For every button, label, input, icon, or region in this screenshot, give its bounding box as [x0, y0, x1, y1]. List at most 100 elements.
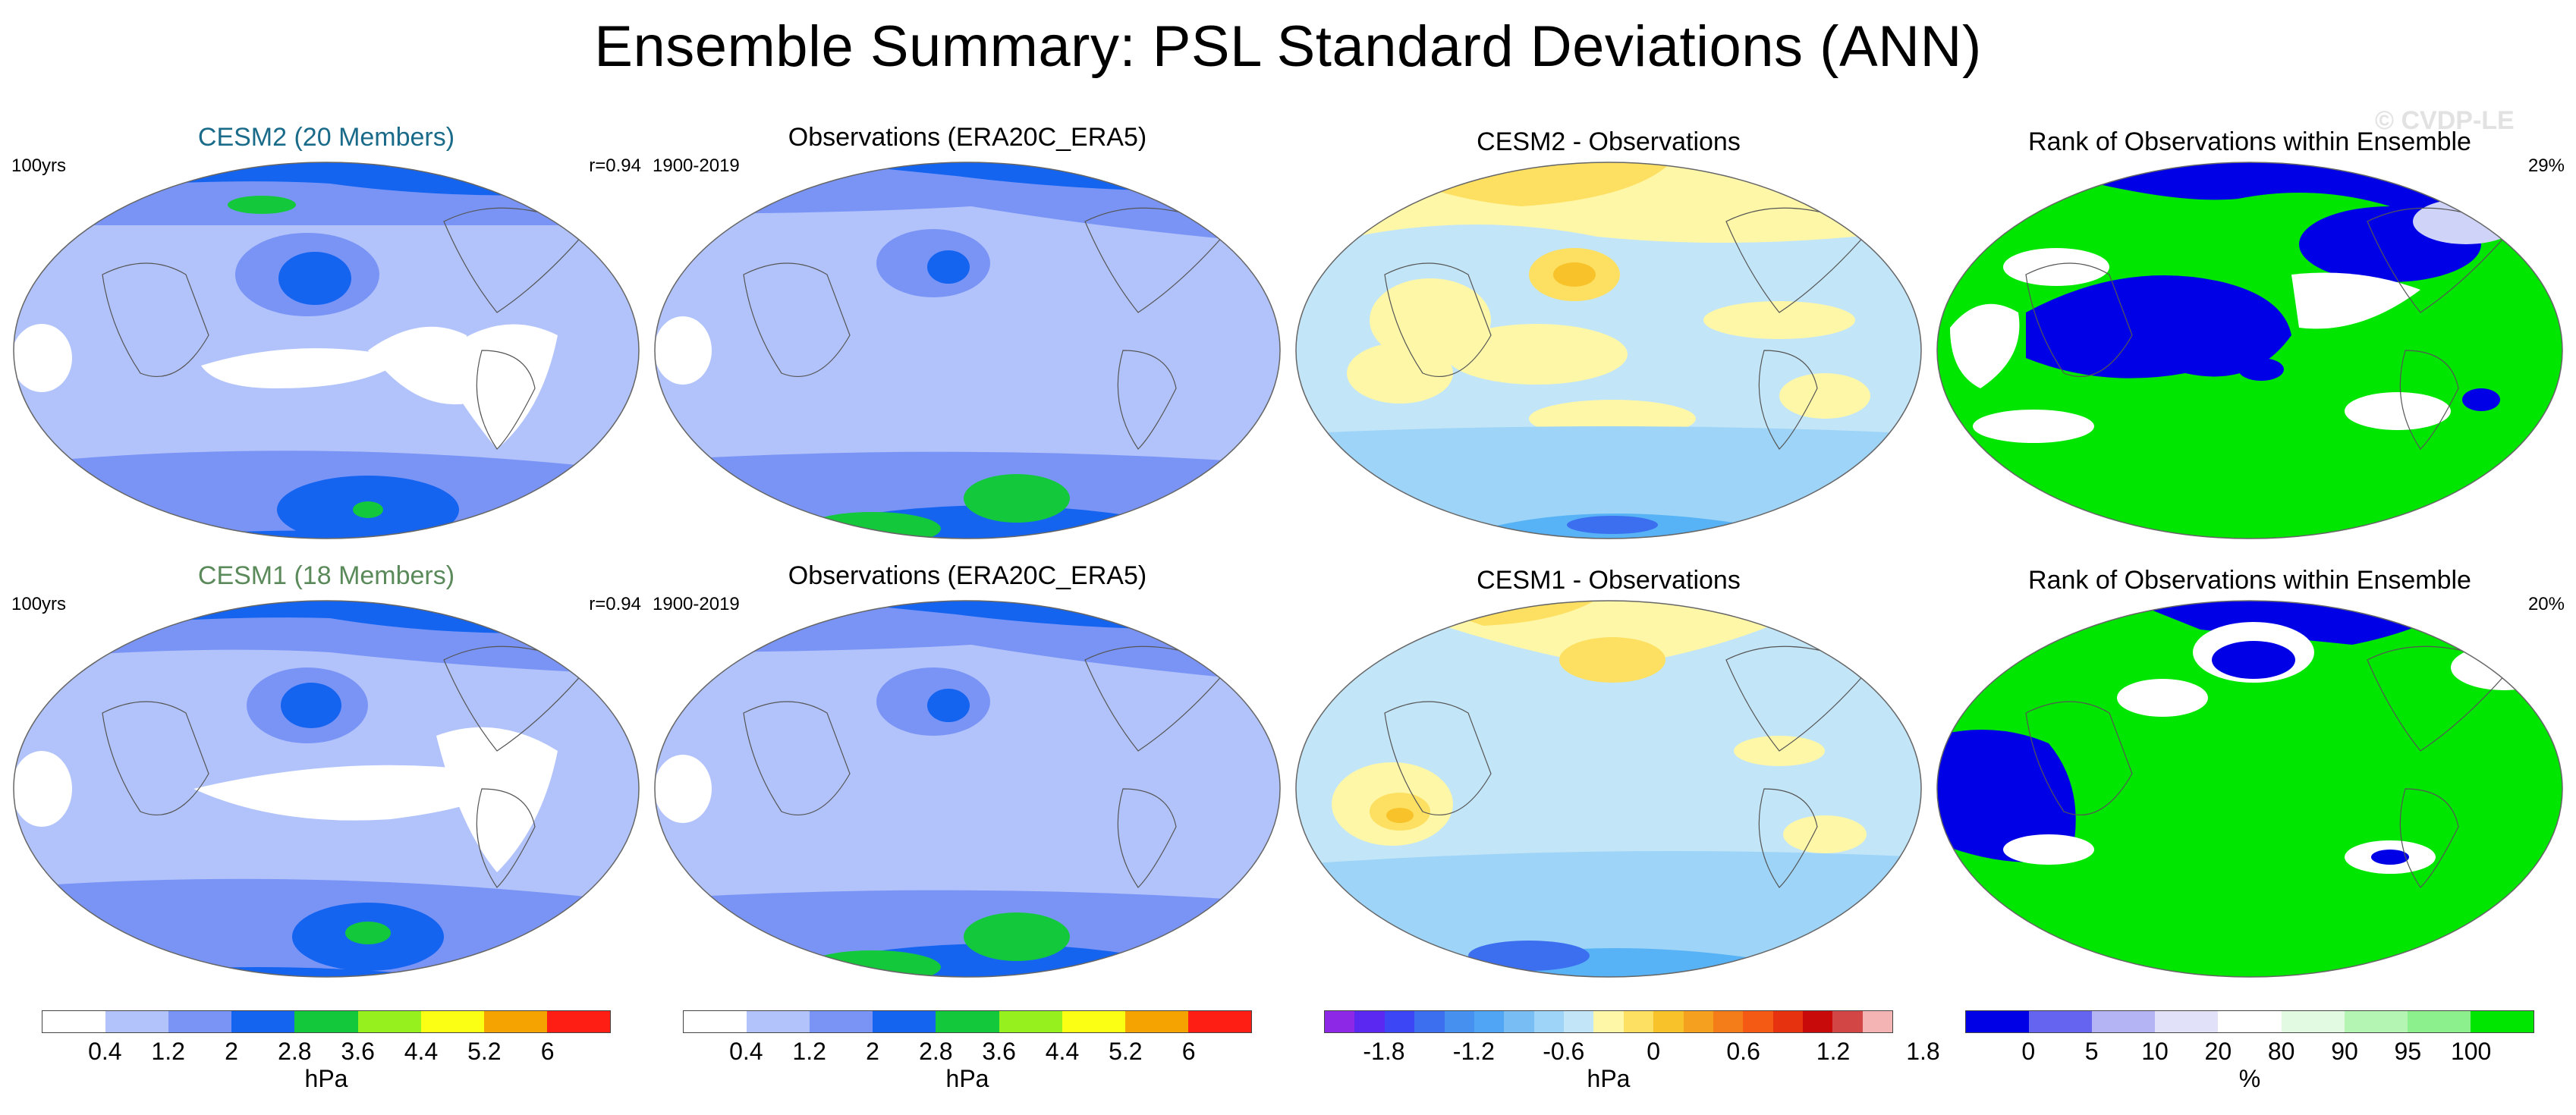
colorbar-segment: [357, 1011, 421, 1032]
colorbar-unit: %: [2238, 1065, 2261, 1092]
colorbar-segment: [2407, 1011, 2471, 1032]
watermark: © CVDP-LE: [2375, 106, 2515, 135]
colorbar-tick-label: 0: [1647, 1038, 1661, 1065]
colorbar-tick-label: 20: [2204, 1038, 2232, 1065]
colorbar-segment: [1062, 1011, 1125, 1032]
colorbar-unit: hPa: [304, 1065, 348, 1092]
colorbar-segment: [999, 1011, 1062, 1032]
colorbar-segment: [1713, 1011, 1744, 1032]
panel-title: CESM1 - Observations: [1477, 566, 1741, 595]
colorbar-tick-label: 4.4: [404, 1038, 439, 1065]
colorbar-segment: [1862, 1011, 1893, 1032]
colorbar-segment: [747, 1011, 810, 1032]
sd-map-observations: [654, 600, 1281, 978]
colorbar-tick-label: -1.8: [1363, 1038, 1405, 1065]
colorbar-segment: [294, 1011, 358, 1032]
colorbar-tick-label: 2.8: [278, 1038, 312, 1065]
colorbar-tick-label: 1.2: [1816, 1038, 1851, 1065]
colorbar-segment: [1504, 1011, 1534, 1032]
colorbar-segment: [873, 1011, 936, 1032]
colorbar-strip: [683, 1010, 1252, 1033]
rank-map: [1936, 162, 2563, 539]
colorbar-tick-label: 2.8: [919, 1038, 953, 1065]
colorbar-tick-label: -1.2: [1452, 1038, 1495, 1065]
colorbar-segment: [483, 1011, 547, 1032]
rank-map: [1936, 600, 2563, 978]
colorbar-segment: [1187, 1011, 1251, 1032]
panel-observations-row1: Observations (ERA20C_ERA5) 1900-2019: [653, 121, 1282, 554]
colorbar-segment: [1325, 1011, 1355, 1032]
colorbar-strip: [1965, 1010, 2534, 1033]
colorbar-sd-model: hPa 0.4 1.2 2 2.8 3.6 4.4 5.2 6: [42, 1009, 611, 1115]
sd-map-model: [13, 162, 640, 539]
colorbar-tick-label: 2: [225, 1038, 238, 1065]
colorbar-strip: [42, 1010, 611, 1033]
colorbar-segment: [2155, 1011, 2219, 1032]
colorbar-unit: hPa: [1587, 1065, 1631, 1092]
colorbar-segment: [1593, 1011, 1624, 1032]
colorbar-segment: [1564, 1011, 1594, 1032]
figure-title: Ensemble Summary: PSL Standard Deviation…: [594, 14, 1982, 79]
colorbar-tick-label: 5.2: [1109, 1038, 1143, 1065]
colorbar-tick-label: 0.6: [1726, 1038, 1760, 1065]
colorbar-tick-label: 100: [2450, 1038, 2492, 1065]
panel-title: Rank of Observations within Ensemble: [2028, 127, 2471, 156]
colorbar-segment: [1803, 1011, 1833, 1032]
colorbar-tick-label: 1.8: [1906, 1038, 1940, 1065]
colorbar-segment: [1832, 1011, 1863, 1032]
colorbar-tick-label: 0.4: [729, 1038, 763, 1065]
colorbar-segment: [936, 1011, 999, 1032]
colorbar-segment: [810, 1011, 873, 1032]
sd-map-model: [13, 600, 640, 978]
colorbar-segment: [1653, 1011, 1684, 1032]
colorbar-segment: [105, 1011, 169, 1032]
panel-title: CESM1 (18 Members): [197, 561, 455, 590]
colorbar-segment: [1124, 1011, 1188, 1032]
colorbar-tick-label: 10: [2141, 1038, 2169, 1065]
colorbar-tick-label: 5: [2084, 1038, 2099, 1065]
colorbar-segment: [1966, 1011, 2030, 1032]
panel-title: CESM2 (20 Members): [197, 123, 455, 152]
colorbar-tick-label: 0: [2021, 1038, 2036, 1065]
colorbar-segment: [1444, 1011, 1474, 1032]
colorbar-segment: [1414, 1011, 1445, 1032]
colorbar-difference: hPa -1.8 -1.2 -0.6 0 0.6 1.2 1.8: [1324, 1009, 1940, 1115]
colorbar-unit: hPa: [945, 1065, 989, 1092]
difference-map: [1295, 162, 1922, 539]
pattern-correlation-label: r=0.94: [589, 155, 641, 176]
colorbar-segment: [1533, 1011, 1564, 1032]
panel-observations-row2: Observations (ERA20C_ERA5) 1900-2019: [653, 560, 1282, 992]
colorbar-segment: [420, 1011, 484, 1032]
rank-percentage-label: 29%: [2527, 155, 2565, 176]
colorbar-segment: [1772, 1011, 1803, 1032]
colorbar-tick-label: 6: [1181, 1038, 1196, 1065]
colorbar-segment: [42, 1011, 106, 1032]
panel-title: Observations (ERA20C_ERA5): [788, 123, 1147, 152]
panel-rank-row2: Rank of Observations within Ensemble 20%: [1935, 560, 2565, 992]
colorbar-tick-label: -0.6: [1543, 1038, 1585, 1065]
colorbar-tick-label: 0.4: [88, 1038, 122, 1065]
colorbar-tick-label: 90: [2331, 1038, 2358, 1065]
colorbar-tick-label: 3.6: [982, 1038, 1016, 1065]
difference-map: [1295, 600, 1922, 978]
colorbar-tick-label: 95: [2394, 1038, 2422, 1065]
colorbar-segment: [2029, 1011, 2093, 1032]
colorbar-tick-label: 2: [866, 1038, 879, 1065]
panel-model-row2: CESM1 (18 Members) 100yrs r=0.94: [11, 560, 641, 992]
colorbar-segment: [2281, 1011, 2345, 1032]
colorbar-segment: [1743, 1011, 1773, 1032]
colorbar-segment: [1683, 1011, 1713, 1032]
colorbar-segment: [1354, 1011, 1385, 1032]
panel-title: Rank of Observations within Ensemble: [2028, 566, 2471, 595]
colorbar-segment: [684, 1011, 747, 1032]
colorbar-strip: [1324, 1010, 1893, 1033]
sd-map-observations: [654, 162, 1281, 539]
colorbar-segment: [231, 1011, 295, 1032]
colorbar-segment: [2218, 1011, 2282, 1032]
colorbar-tick-label: 4.4: [1045, 1038, 1080, 1065]
period-label: 1900-2019: [653, 155, 740, 176]
colorbar-sd-observations: hPa 0.4 1.2 2 2.8 3.6 4.4 5.2 6: [683, 1009, 1252, 1115]
colorbar-segment: [2470, 1011, 2534, 1032]
panel-difference-row1: CESM2 - Observations: [1294, 121, 1923, 554]
colorbar-segment: [546, 1011, 610, 1032]
